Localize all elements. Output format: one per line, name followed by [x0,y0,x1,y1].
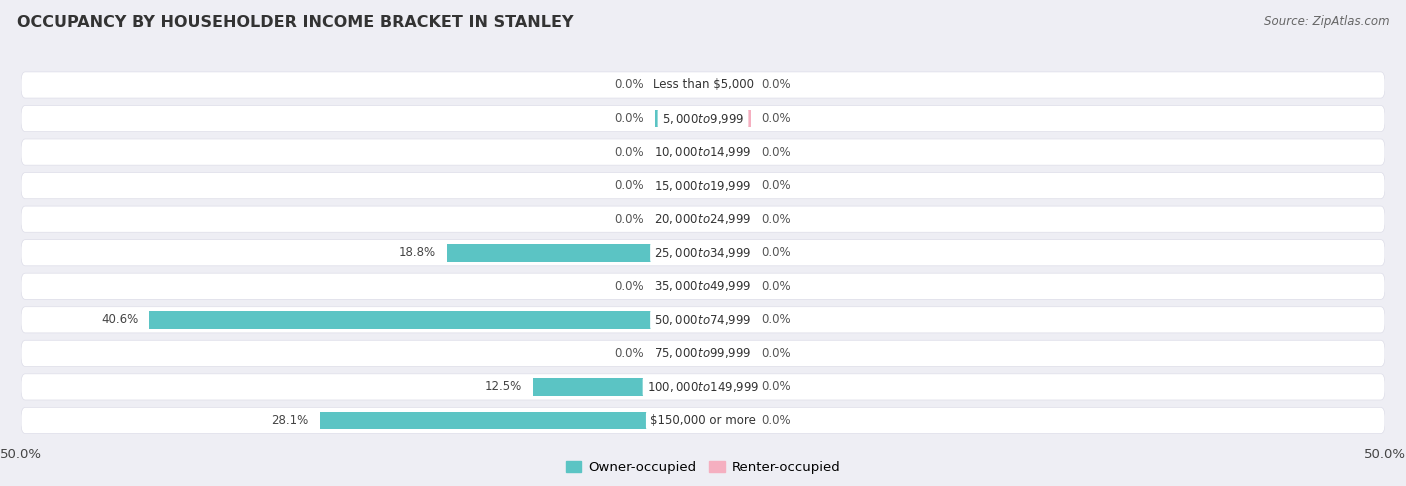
Text: Less than $5,000: Less than $5,000 [652,78,754,91]
Text: $20,000 to $24,999: $20,000 to $24,999 [654,212,752,226]
FancyBboxPatch shape [21,307,1385,333]
Text: $100,000 to $149,999: $100,000 to $149,999 [647,380,759,394]
FancyBboxPatch shape [21,72,1385,98]
Text: OCCUPANCY BY HOUSEHOLDER INCOME BRACKET IN STANLEY: OCCUPANCY BY HOUSEHOLDER INCOME BRACKET … [17,15,574,30]
FancyBboxPatch shape [21,240,1385,266]
Bar [703,210,751,228]
Text: 0.0%: 0.0% [762,213,792,226]
Text: 0.0%: 0.0% [762,146,792,158]
Text: 0.0%: 0.0% [614,112,644,125]
FancyBboxPatch shape [21,340,1385,366]
Text: 18.8%: 18.8% [398,246,436,259]
Bar [703,378,751,396]
Bar [655,278,703,295]
Bar [703,311,751,329]
Text: $50,000 to $74,999: $50,000 to $74,999 [654,313,752,327]
Text: 0.0%: 0.0% [762,414,792,427]
FancyBboxPatch shape [21,273,1385,299]
FancyBboxPatch shape [21,374,1385,400]
Bar [319,412,703,429]
Text: 40.6%: 40.6% [101,313,138,326]
Bar [655,177,703,194]
FancyBboxPatch shape [21,206,1385,232]
Text: Source: ZipAtlas.com: Source: ZipAtlas.com [1264,15,1389,28]
Text: 0.0%: 0.0% [614,179,644,192]
Text: 0.0%: 0.0% [762,280,792,293]
Bar [703,412,751,429]
Bar [655,143,703,161]
FancyBboxPatch shape [21,105,1385,132]
Text: 0.0%: 0.0% [614,213,644,226]
Text: 0.0%: 0.0% [762,112,792,125]
Text: 0.0%: 0.0% [762,313,792,326]
Bar [703,345,751,362]
Text: 0.0%: 0.0% [762,347,792,360]
Text: $25,000 to $34,999: $25,000 to $34,999 [654,246,752,260]
Text: $15,000 to $19,999: $15,000 to $19,999 [654,179,752,192]
Bar [149,311,703,329]
Text: 0.0%: 0.0% [762,381,792,393]
Text: 0.0%: 0.0% [762,78,792,91]
Text: $5,000 to $9,999: $5,000 to $9,999 [662,111,744,125]
Text: 0.0%: 0.0% [614,146,644,158]
Text: 0.0%: 0.0% [614,78,644,91]
Bar [655,76,703,94]
Text: $10,000 to $14,999: $10,000 to $14,999 [654,145,752,159]
Bar [655,110,703,127]
FancyBboxPatch shape [21,407,1385,434]
Bar [533,378,703,396]
Text: $35,000 to $49,999: $35,000 to $49,999 [654,279,752,293]
FancyBboxPatch shape [21,173,1385,199]
Bar [703,110,751,127]
Bar [703,244,751,261]
Text: $75,000 to $99,999: $75,000 to $99,999 [654,347,752,360]
Bar [703,278,751,295]
Text: $150,000 or more: $150,000 or more [650,414,756,427]
Text: 0.0%: 0.0% [762,179,792,192]
Legend: Owner-occupied, Renter-occupied: Owner-occupied, Renter-occupied [560,456,846,479]
Bar [703,177,751,194]
Bar [655,345,703,362]
Text: 0.0%: 0.0% [614,347,644,360]
Text: 28.1%: 28.1% [271,414,309,427]
Bar [447,244,703,261]
FancyBboxPatch shape [21,139,1385,165]
Bar [703,143,751,161]
Text: 0.0%: 0.0% [614,280,644,293]
Text: 0.0%: 0.0% [762,246,792,259]
Bar [703,76,751,94]
Bar [655,210,703,228]
Text: 12.5%: 12.5% [484,381,522,393]
